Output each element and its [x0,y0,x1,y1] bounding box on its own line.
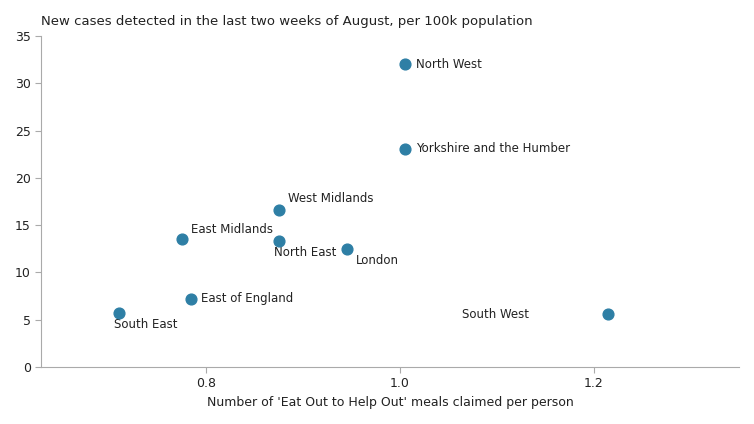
Text: Yorkshire and the Humber: Yorkshire and the Humber [416,142,571,155]
Text: North West: North West [416,58,483,71]
Point [185,296,198,302]
Text: East Midlands: East Midlands [192,223,274,236]
Text: South East: South East [114,318,177,331]
Text: New cases detected in the last two weeks of August, per 100k population: New cases detected in the last two weeks… [41,15,533,28]
Point [399,61,411,68]
Point [341,245,353,252]
X-axis label: Number of 'Eat Out to Help Out' meals claimed per person: Number of 'Eat Out to Help Out' meals cl… [207,396,574,409]
Point [113,310,125,317]
Text: South West: South West [461,307,529,321]
Point [399,145,411,152]
Point [176,236,188,243]
Point [273,238,285,245]
Point [602,311,615,318]
Text: London: London [356,254,399,267]
Text: North East: North East [274,246,336,259]
Text: West Midlands: West Midlands [288,192,374,205]
Text: East of England: East of England [201,293,293,305]
Point [273,206,285,213]
